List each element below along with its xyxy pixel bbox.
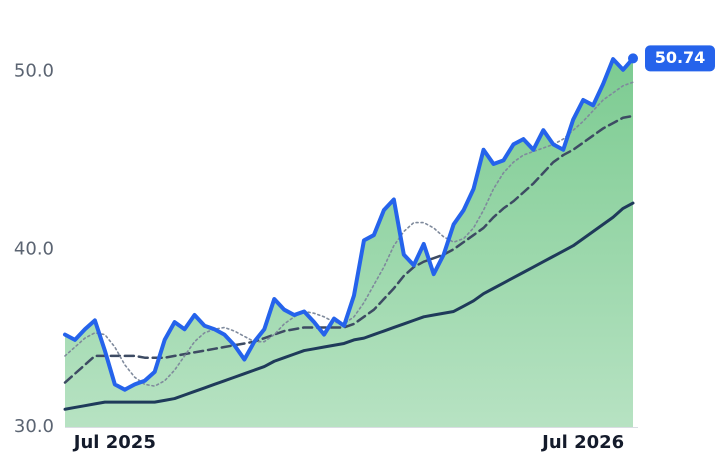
price-line — [63, 56, 635, 392]
moving-average-line — [63, 201, 635, 411]
y-tick-label: 40.0 — [14, 238, 54, 259]
last-value-badge — [645, 45, 715, 72]
x-tick-label: Jul 2026 — [540, 432, 624, 453]
moving-average-line — [64, 81, 634, 387]
y-tick-label: 50.0 — [14, 61, 54, 82]
last-value-label: 50.74 — [655, 48, 706, 67]
x-tick-label: Jul 2025 — [72, 432, 156, 453]
price-area — [65, 58, 633, 427]
y-tick-label: 30.0 — [14, 416, 54, 437]
last-point — [628, 53, 638, 64]
